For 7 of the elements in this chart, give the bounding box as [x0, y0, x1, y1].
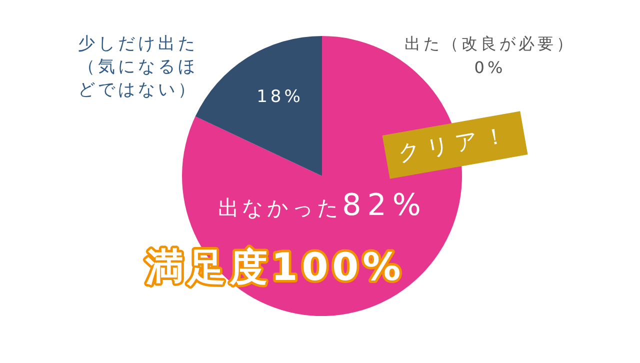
data-label: 18%: [256, 86, 304, 109]
category-label: 出た（改良が必要）: [404, 34, 576, 53]
text: クリア！: [382, 111, 528, 179]
slice-label: 少しだけ出た（気になるほどではない）: [77, 33, 198, 102]
text: 0%: [474, 58, 506, 77]
data-label: 82%: [342, 188, 427, 223]
slice-label: 出なかった: [218, 196, 342, 220]
